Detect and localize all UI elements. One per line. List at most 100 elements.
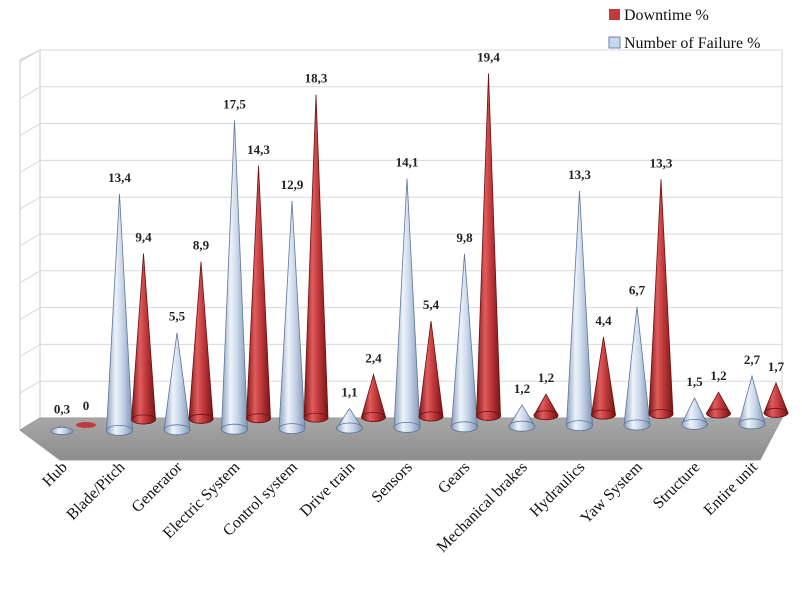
cone-failures-11-base — [681, 418, 708, 430]
gridline — [19, 270, 782, 284]
value-label-downtime: 4,4 — [595, 313, 612, 328]
legend-swatch-downtime — [609, 9, 620, 20]
value-label-downtime: 2,4 — [365, 351, 382, 366]
value-label-failures: 12,9 — [281, 177, 304, 192]
cone-failures-2-body — [163, 332, 191, 436]
category-label: Sensors — [369, 459, 416, 506]
cone-failures-5-base — [336, 422, 363, 434]
value-label-downtime: 8,9 — [193, 238, 210, 253]
cone-downtime-12 — [763, 381, 789, 418]
value-label-downtime: 1,2 — [538, 370, 554, 385]
gridline — [19, 159, 782, 173]
category-label: Entire unit — [701, 458, 761, 518]
cone-failures-8 — [508, 404, 536, 432]
cone-failures-6 — [393, 178, 421, 433]
cone-downtime-7-base — [476, 410, 501, 421]
value-label-failures: 9,8 — [456, 230, 473, 245]
cone-downtime-11 — [706, 391, 731, 419]
category-label: Generator — [129, 458, 187, 516]
value-label-failures: 5,5 — [169, 309, 186, 324]
legend-label-downtime: Downtime % — [624, 7, 709, 24]
cone-failures-3-body — [221, 120, 248, 435]
cone-downtime-2-base — [188, 413, 214, 424]
value-label-failures: 1,1 — [341, 385, 357, 400]
cones — [50, 73, 789, 436]
gridline — [19, 123, 782, 137]
cone-downtime-6-body — [418, 321, 444, 422]
cone-failures-7 — [451, 253, 478, 433]
value-label-downtime: 1,7 — [768, 359, 785, 374]
cone-failures-1-body — [106, 193, 133, 436]
cone-failures-8-base — [508, 420, 536, 432]
value-label-downtime: 5,4 — [423, 297, 440, 312]
category-label: Gears — [435, 459, 473, 497]
cone-failures-12-base — [738, 418, 766, 430]
category-label: Yaw System — [577, 458, 646, 527]
cone-downtime-6-base — [418, 411, 444, 422]
value-labels: 0,3 0 13,4 9,4 5,5 8,9 17,5 14,3 12,9 18,3 1,1 2,4 1… — [54, 49, 785, 416]
cone-failures-10 — [623, 306, 651, 431]
cone-failures-6-base — [393, 421, 421, 433]
value-label-failures: 13,3 — [568, 167, 591, 182]
value-label-failures: 13,4 — [108, 170, 131, 185]
cone-failures-3 — [221, 120, 248, 435]
cone-failures-4 — [278, 200, 306, 435]
value-label-failures: 6,7 — [629, 283, 646, 298]
cone-failures-4-body — [278, 200, 306, 434]
value-label-downtime: 13,3 — [650, 155, 673, 170]
cone-failures-7-base — [451, 421, 478, 433]
cone-failures-1-base — [106, 424, 133, 436]
gridline — [19, 233, 782, 247]
cone-downtime-9-base — [591, 409, 616, 420]
cone-downtime-4 — [303, 94, 329, 423]
cone-downtime-5-base — [361, 412, 386, 422]
gridline — [19, 307, 782, 321]
gridlines — [19, 49, 782, 394]
cone-downtime-3-body — [246, 165, 271, 424]
cone-downtime-10-base — [648, 409, 674, 419]
gridline — [19, 86, 782, 100]
cone-downtime-1-base — [131, 414, 156, 425]
value-label-downtime: 0 — [83, 398, 90, 413]
cone-failures-6-body — [393, 178, 421, 433]
gridline — [19, 380, 782, 394]
legend: Downtime % Number of Failure % — [608, 7, 760, 52]
cone-downtime-0 — [76, 422, 96, 428]
cone-downtime-2 — [188, 261, 214, 424]
value-label-failures: 2,7 — [744, 352, 761, 367]
value-label-downtime: 19,4 — [477, 49, 500, 64]
cone-failures-9-body — [566, 190, 593, 431]
cone-failures-3-base — [221, 423, 248, 435]
cone-downtime-12-base — [763, 407, 789, 418]
cone-downtime-3 — [246, 165, 271, 424]
category-label: Hydraulics — [527, 459, 589, 521]
cone-downtime-1-body — [131, 253, 156, 425]
cone-failures-0 — [50, 425, 74, 435]
cone-failures-0-base — [50, 427, 74, 435]
category-label: Structure — [650, 459, 703, 512]
legend-swatch-failures — [608, 36, 621, 49]
cone-downtime-1 — [131, 253, 156, 425]
category-label: Blade/Pitch — [64, 459, 129, 524]
value-label-failures: 1,5 — [686, 374, 703, 389]
cone-downtime-6 — [418, 321, 444, 422]
cone-downtime-7 — [476, 73, 501, 421]
cone-downtime-4-base — [303, 412, 329, 423]
cone-failures-11 — [681, 397, 708, 430]
cone-failures-7-body — [451, 253, 478, 433]
cone-downtime-9-body — [591, 336, 616, 420]
cone-downtime-2-body — [188, 261, 214, 424]
cone-failures-2 — [163, 332, 191, 436]
value-label-failures: 0,3 — [54, 402, 71, 417]
gridline — [19, 196, 782, 210]
cone-downtime-10 — [648, 179, 674, 419]
cone-downtime-3-base — [246, 413, 271, 424]
gridline — [19, 343, 782, 357]
value-label-failures: 1,2 — [514, 381, 530, 396]
cone-failures-12 — [738, 374, 766, 430]
cone-failures-1 — [106, 193, 133, 436]
legend-label-failures: Number of Failure % — [624, 35, 760, 52]
value-label-downtime: 1,2 — [710, 368, 726, 383]
value-label-failures: 14,1 — [396, 155, 419, 170]
